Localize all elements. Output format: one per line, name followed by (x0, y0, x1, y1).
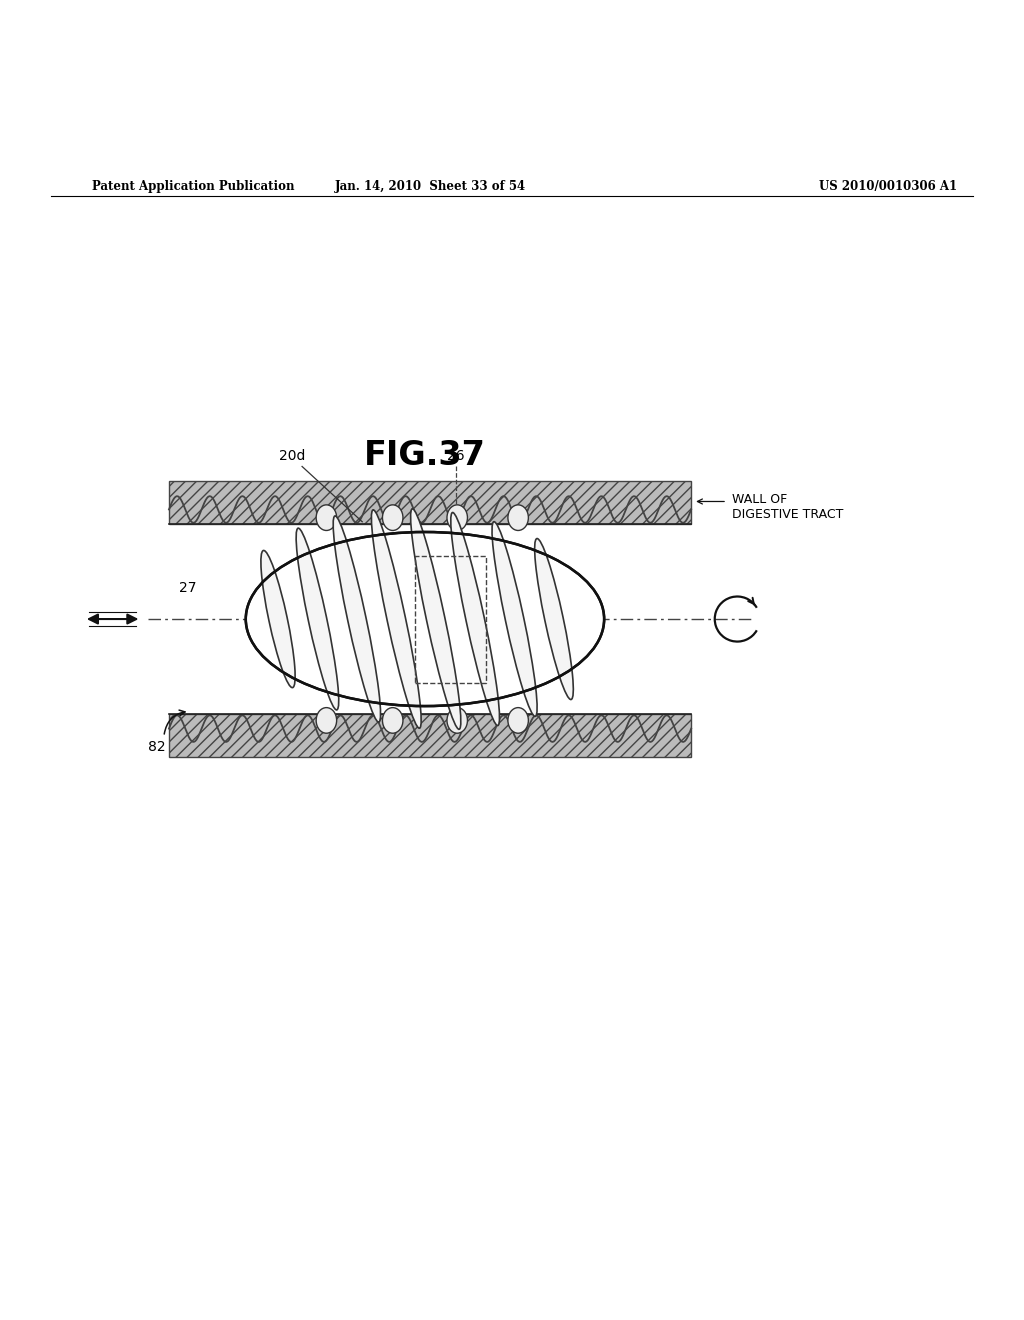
Bar (415, 556, 486, 682)
Bar (169, 714, 691, 758)
Ellipse shape (296, 528, 339, 710)
Text: 82: 82 (148, 741, 166, 754)
Text: 27: 27 (179, 581, 197, 595)
Ellipse shape (261, 550, 295, 688)
Ellipse shape (446, 708, 467, 733)
Bar (169, 480, 691, 524)
Ellipse shape (446, 504, 467, 531)
Ellipse shape (535, 539, 573, 700)
Ellipse shape (411, 508, 461, 730)
Text: US 2010/0010306 A1: US 2010/0010306 A1 (819, 181, 957, 194)
Ellipse shape (508, 504, 528, 531)
Text: WALL OF
DIGESTIVE TRACT: WALL OF DIGESTIVE TRACT (732, 492, 844, 520)
Ellipse shape (333, 516, 381, 722)
Text: FIG.37: FIG.37 (364, 438, 486, 471)
Ellipse shape (372, 510, 421, 729)
Ellipse shape (316, 708, 337, 733)
Text: 20d: 20d (279, 449, 305, 463)
Ellipse shape (451, 512, 500, 726)
Ellipse shape (316, 504, 337, 531)
Ellipse shape (382, 708, 402, 733)
Ellipse shape (382, 504, 402, 531)
Ellipse shape (246, 532, 604, 706)
Ellipse shape (492, 521, 538, 717)
Text: Patent Application Publication: Patent Application Publication (92, 181, 295, 194)
Text: 26: 26 (446, 449, 465, 463)
Text: Jan. 14, 2010  Sheet 33 of 54: Jan. 14, 2010 Sheet 33 of 54 (335, 181, 525, 194)
Ellipse shape (508, 708, 528, 733)
